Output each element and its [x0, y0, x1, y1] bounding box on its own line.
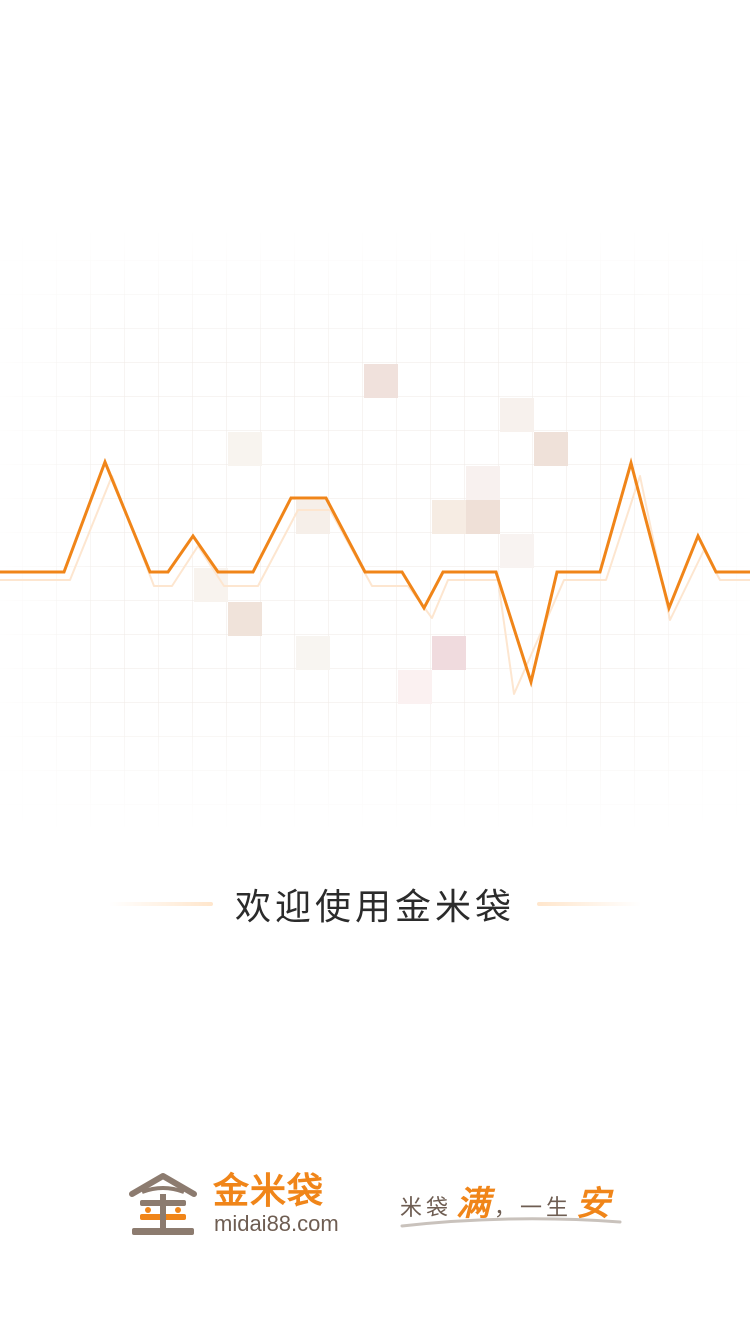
slogan-part-1: 米袋 — [400, 1196, 453, 1221]
welcome-divider-left — [108, 902, 213, 906]
slogan-part-3: ，一生 — [494, 1196, 573, 1221]
heartbeat-illustration — [0, 230, 750, 830]
pulse-line — [0, 457, 750, 688]
welcome-text: 欢迎使用金米袋 — [234, 887, 515, 928]
pulse-shadow-line — [0, 475, 750, 695]
welcome-section: 欢迎使用金米袋 — [0, 872, 750, 936]
brand-footer: 金米袋 midai88.com 米袋 满 ，一生 安 — [128, 1168, 628, 1248]
slogan-swoosh-decoration — [400, 1217, 622, 1228]
slogan-part-4: 安 — [576, 1184, 611, 1224]
brand-name: 金米袋 — [213, 1171, 325, 1212]
brand-logo-icon — [129, 1173, 197, 1235]
slogan-part-2: 满 — [456, 1184, 491, 1224]
brand-domain: midai88.com — [214, 1211, 339, 1236]
grid-fade — [0, 230, 750, 830]
welcome-divider-right — [537, 902, 641, 906]
brand-slogan: 米袋 满 ，一生 安 — [400, 1176, 614, 1224]
